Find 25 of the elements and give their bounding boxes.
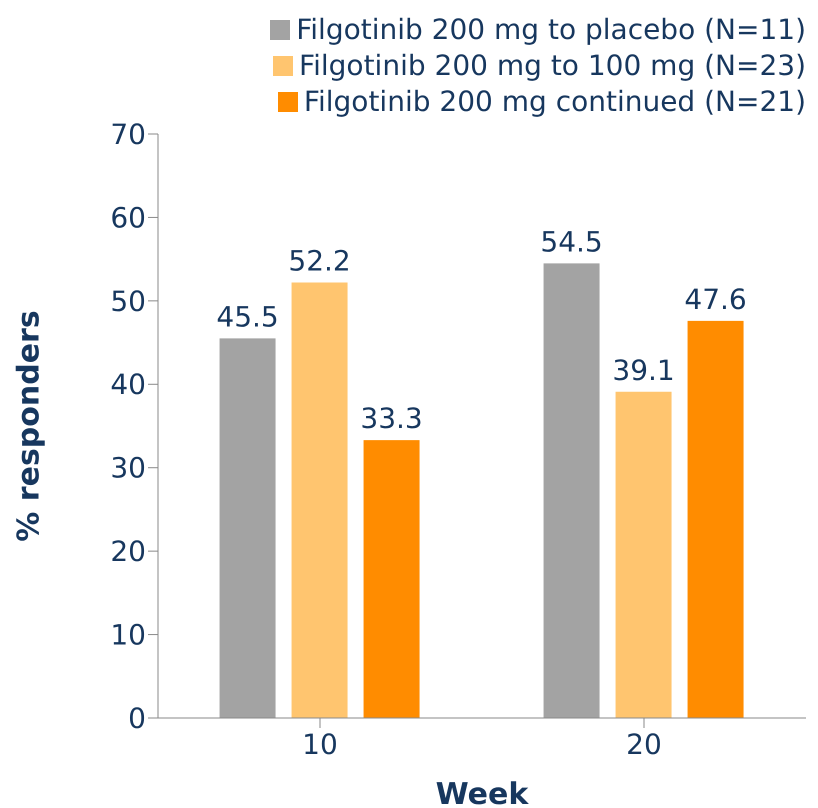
bar [616,392,672,718]
bar [544,263,600,718]
data-label: 33.3 [360,402,423,436]
legend-label: Filgotinib 200 mg to placebo (N=11) [296,12,806,48]
legend-label: Filgotinib 200 mg continued (N=21) [304,84,806,120]
y-tick-label: 60 [110,201,146,234]
bar [688,320,744,718]
data-label: 45.5 [216,300,279,334]
data-label: 39.1 [612,354,675,387]
y-tick-label: 50 [110,284,146,318]
data-label: 52.2 [288,244,351,278]
y-tick-label: 40 [110,368,146,402]
bar [364,440,420,718]
bar [220,338,276,718]
y-axis-title: % responders [12,310,47,542]
y-tick-label: 0 [128,702,146,735]
legend-label: Filgotinib 200 mg to 100 mg (N=23) [299,48,806,84]
y-tick-label: 30 [110,452,146,485]
x-axis-title: Week [436,777,530,808]
data-label: 47.6 [684,282,747,316]
y-tick-label: 10 [110,618,146,652]
bar [292,282,348,718]
y-tick-label: 70 [110,118,146,151]
data-label: 54.5 [540,225,603,258]
y-tick-label: 20 [110,535,146,568]
